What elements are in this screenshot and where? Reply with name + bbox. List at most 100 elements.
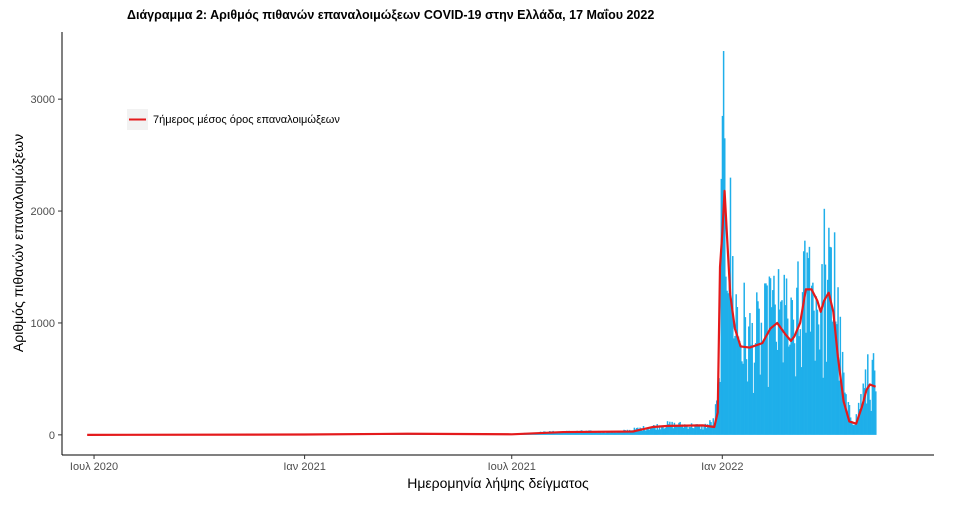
daily-bar bbox=[695, 424, 697, 435]
daily-bar bbox=[734, 335, 736, 435]
daily-bar bbox=[614, 432, 616, 435]
daily-bar bbox=[767, 386, 769, 435]
daily-bar bbox=[671, 421, 673, 435]
daily-bar bbox=[677, 426, 679, 435]
daily-bar bbox=[774, 304, 776, 435]
daily-bar bbox=[632, 431, 634, 435]
daily-bar bbox=[647, 428, 649, 435]
daily-bar bbox=[704, 423, 707, 435]
daily-bar bbox=[603, 432, 606, 435]
y-tick-label: 1000 bbox=[31, 318, 55, 330]
daily-bar bbox=[653, 425, 655, 435]
daily-bar bbox=[713, 423, 716, 435]
daily-bar bbox=[844, 392, 846, 435]
daily-bar bbox=[613, 432, 615, 435]
daily-bar bbox=[752, 392, 755, 435]
y-axis-title: Αριθμός πιθανών επαναλοιμώξεων bbox=[10, 134, 26, 352]
legend: 7ήμερος μέσος όρος επαναλοιμώξεων bbox=[127, 109, 340, 130]
daily-bar bbox=[673, 422, 676, 435]
daily-bar bbox=[696, 424, 699, 435]
chart-title: Διάγραμμα 2: Αριθμός πιθανών επαναλοιμώξ… bbox=[127, 8, 654, 22]
daily-bar bbox=[871, 359, 874, 435]
daily-bar bbox=[611, 432, 614, 435]
daily-bar bbox=[721, 115, 724, 435]
rolling-mean-line bbox=[87, 189, 877, 436]
daily-bar bbox=[601, 432, 604, 435]
daily-bar bbox=[875, 391, 877, 435]
daily-bar bbox=[799, 329, 802, 435]
daily-bar bbox=[748, 326, 750, 435]
daily-bar bbox=[749, 313, 751, 435]
daily-bar bbox=[781, 300, 783, 435]
daily-bar bbox=[706, 424, 709, 435]
daily-bar bbox=[675, 425, 678, 435]
daily-bar bbox=[571, 432, 574, 435]
daily-bar bbox=[756, 292, 758, 435]
daily-bar bbox=[822, 377, 824, 435]
daily-bar bbox=[683, 424, 686, 435]
daily-bar bbox=[600, 432, 602, 435]
daily-bar bbox=[738, 340, 741, 435]
daily-bar bbox=[778, 309, 781, 435]
daily-bar bbox=[670, 425, 672, 435]
daily-bars bbox=[127, 51, 877, 435]
daily-bar bbox=[645, 430, 647, 435]
daily-bar bbox=[656, 424, 658, 435]
daily-bar bbox=[583, 431, 585, 435]
daily-bar bbox=[658, 425, 661, 435]
daily-bar bbox=[702, 429, 704, 435]
daily-bar bbox=[719, 381, 721, 435]
daily-bar bbox=[745, 359, 748, 435]
daily-bar bbox=[812, 282, 814, 435]
x-tick-label: Ιουλ 2020 bbox=[70, 461, 118, 473]
daily-bar bbox=[558, 431, 560, 435]
daily-bar bbox=[582, 431, 584, 435]
daily-bar bbox=[846, 411, 848, 435]
daily-bar bbox=[792, 319, 795, 435]
daily-bar bbox=[553, 432, 555, 435]
daily-bar bbox=[766, 285, 768, 435]
daily-bar bbox=[578, 431, 581, 435]
daily-bar bbox=[746, 381, 749, 435]
daily-bar bbox=[622, 430, 624, 435]
daily-bar bbox=[577, 431, 580, 435]
daily-bar bbox=[705, 428, 708, 435]
daily-bar bbox=[649, 428, 652, 435]
daily-bar bbox=[794, 376, 797, 435]
daily-bar bbox=[743, 282, 745, 435]
daily-bar bbox=[777, 269, 780, 435]
daily-bar bbox=[872, 353, 875, 435]
daily-bar bbox=[809, 331, 812, 435]
daily-bar bbox=[751, 322, 753, 435]
daily-bar bbox=[790, 297, 792, 435]
daily-bar bbox=[804, 240, 806, 435]
daily-bar bbox=[807, 258, 810, 435]
daily-bar bbox=[610, 430, 613, 435]
daily-bar bbox=[698, 424, 701, 435]
daily-bar bbox=[694, 425, 696, 435]
daily-bar bbox=[744, 317, 747, 435]
daily-bar bbox=[604, 433, 607, 435]
daily-bar bbox=[829, 246, 831, 435]
daily-bar bbox=[659, 429, 662, 435]
daily-bar bbox=[783, 274, 786, 435]
daily-bar bbox=[722, 51, 725, 435]
daily-bar bbox=[663, 428, 665, 435]
daily-bar bbox=[699, 429, 702, 435]
daily-bar bbox=[574, 432, 576, 435]
daily-bar bbox=[823, 208, 826, 435]
daily-bar bbox=[796, 287, 798, 435]
daily-bar bbox=[740, 344, 742, 435]
daily-bar bbox=[666, 421, 669, 435]
daily-bar bbox=[617, 431, 620, 435]
daily-bar bbox=[786, 318, 789, 435]
daily-bar bbox=[810, 285, 813, 435]
daily-bar bbox=[665, 426, 668, 435]
daily-bar bbox=[864, 369, 867, 435]
daily-bar bbox=[782, 362, 784, 435]
rolling-mean-line-layer bbox=[87, 189, 877, 436]
daily-bar bbox=[559, 431, 561, 435]
daily-bar bbox=[606, 431, 608, 435]
daily-bar bbox=[609, 432, 612, 435]
